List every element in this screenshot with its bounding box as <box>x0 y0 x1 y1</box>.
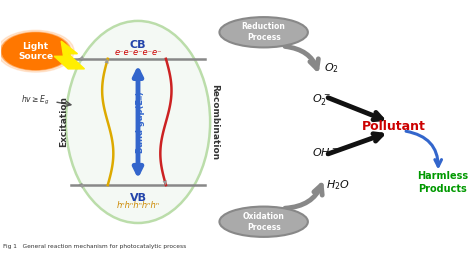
Text: e⁻e⁻e⁻e⁻e⁻: e⁻e⁻e⁻e⁻e⁻ <box>114 48 162 57</box>
Text: Light
Source: Light Source <box>18 41 53 61</box>
Text: $O_2$: $O_2$ <box>324 61 339 74</box>
Text: $OH^-$: $OH^-$ <box>311 146 338 158</box>
Text: Reduction
Process: Reduction Process <box>242 22 286 42</box>
Text: Band gap(Eₕ): Band gap(Eₕ) <box>136 91 145 153</box>
Circle shape <box>2 33 69 69</box>
Text: Pollutant: Pollutant <box>362 120 426 134</box>
Text: Excitation: Excitation <box>59 97 68 148</box>
Text: Recombination: Recombination <box>210 84 219 160</box>
Ellipse shape <box>66 21 210 223</box>
Text: $O_2^-$: $O_2^-$ <box>311 92 330 107</box>
Text: Oxidation
Process: Oxidation Process <box>243 212 284 232</box>
Text: Harmless
Products: Harmless Products <box>417 171 468 194</box>
Text: CB: CB <box>130 40 146 50</box>
Polygon shape <box>54 41 84 69</box>
Ellipse shape <box>219 17 308 47</box>
Text: VB: VB <box>129 193 146 203</box>
Text: Fig 1   General reaction mechanism for photocatalytic process: Fig 1 General reaction mechanism for pho… <box>3 244 186 249</box>
Circle shape <box>0 30 74 72</box>
Text: $hv \geq E_g$: $hv \geq E_g$ <box>21 94 50 107</box>
Ellipse shape <box>219 207 308 237</box>
Text: $H_2O$: $H_2O$ <box>327 178 350 192</box>
Circle shape <box>0 32 71 70</box>
Text: hⁿhⁿhⁿhⁿhⁿ: hⁿhⁿhⁿhⁿhⁿ <box>117 201 160 210</box>
